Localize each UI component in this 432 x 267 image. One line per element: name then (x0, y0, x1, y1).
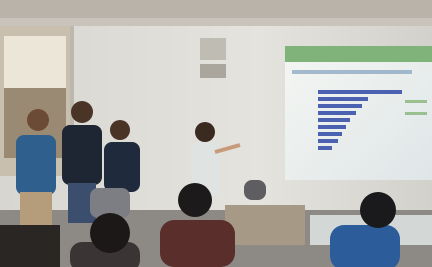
head (110, 120, 130, 140)
shirt (104, 142, 140, 192)
scene (0, 0, 432, 267)
audience-left (0, 225, 60, 267)
slide-bar (318, 132, 342, 136)
slide-bar (318, 104, 362, 108)
slide-bar (318, 118, 350, 122)
wall-box (200, 64, 226, 78)
slide-subtitle (292, 70, 412, 74)
slide-bar (318, 97, 368, 101)
slide-header (285, 46, 432, 62)
slide-bar (318, 90, 402, 94)
shirt (160, 220, 235, 267)
head (90, 213, 130, 253)
bag (244, 180, 266, 200)
head (27, 109, 49, 131)
slide-note (405, 112, 427, 115)
speaker (200, 38, 226, 60)
curtain (4, 36, 66, 88)
head (195, 122, 215, 142)
body: (() => { const data = JSON.parse(documen… (0, 0, 432, 267)
slide-note (405, 100, 427, 103)
slide-bar (318, 125, 346, 129)
slide-bar (318, 111, 356, 115)
lectern (225, 205, 305, 245)
head (360, 192, 396, 228)
shirt (330, 225, 400, 267)
slide-bar (318, 139, 338, 143)
ceiling-beam (0, 18, 432, 26)
projection (285, 46, 432, 180)
page: Presentation scene {} html, body { margi… (0, 0, 432, 267)
shirt (16, 135, 56, 195)
ceiling (0, 0, 432, 18)
shirt (62, 125, 102, 185)
slide-bar (318, 146, 332, 150)
head (178, 183, 212, 217)
head (71, 101, 93, 123)
